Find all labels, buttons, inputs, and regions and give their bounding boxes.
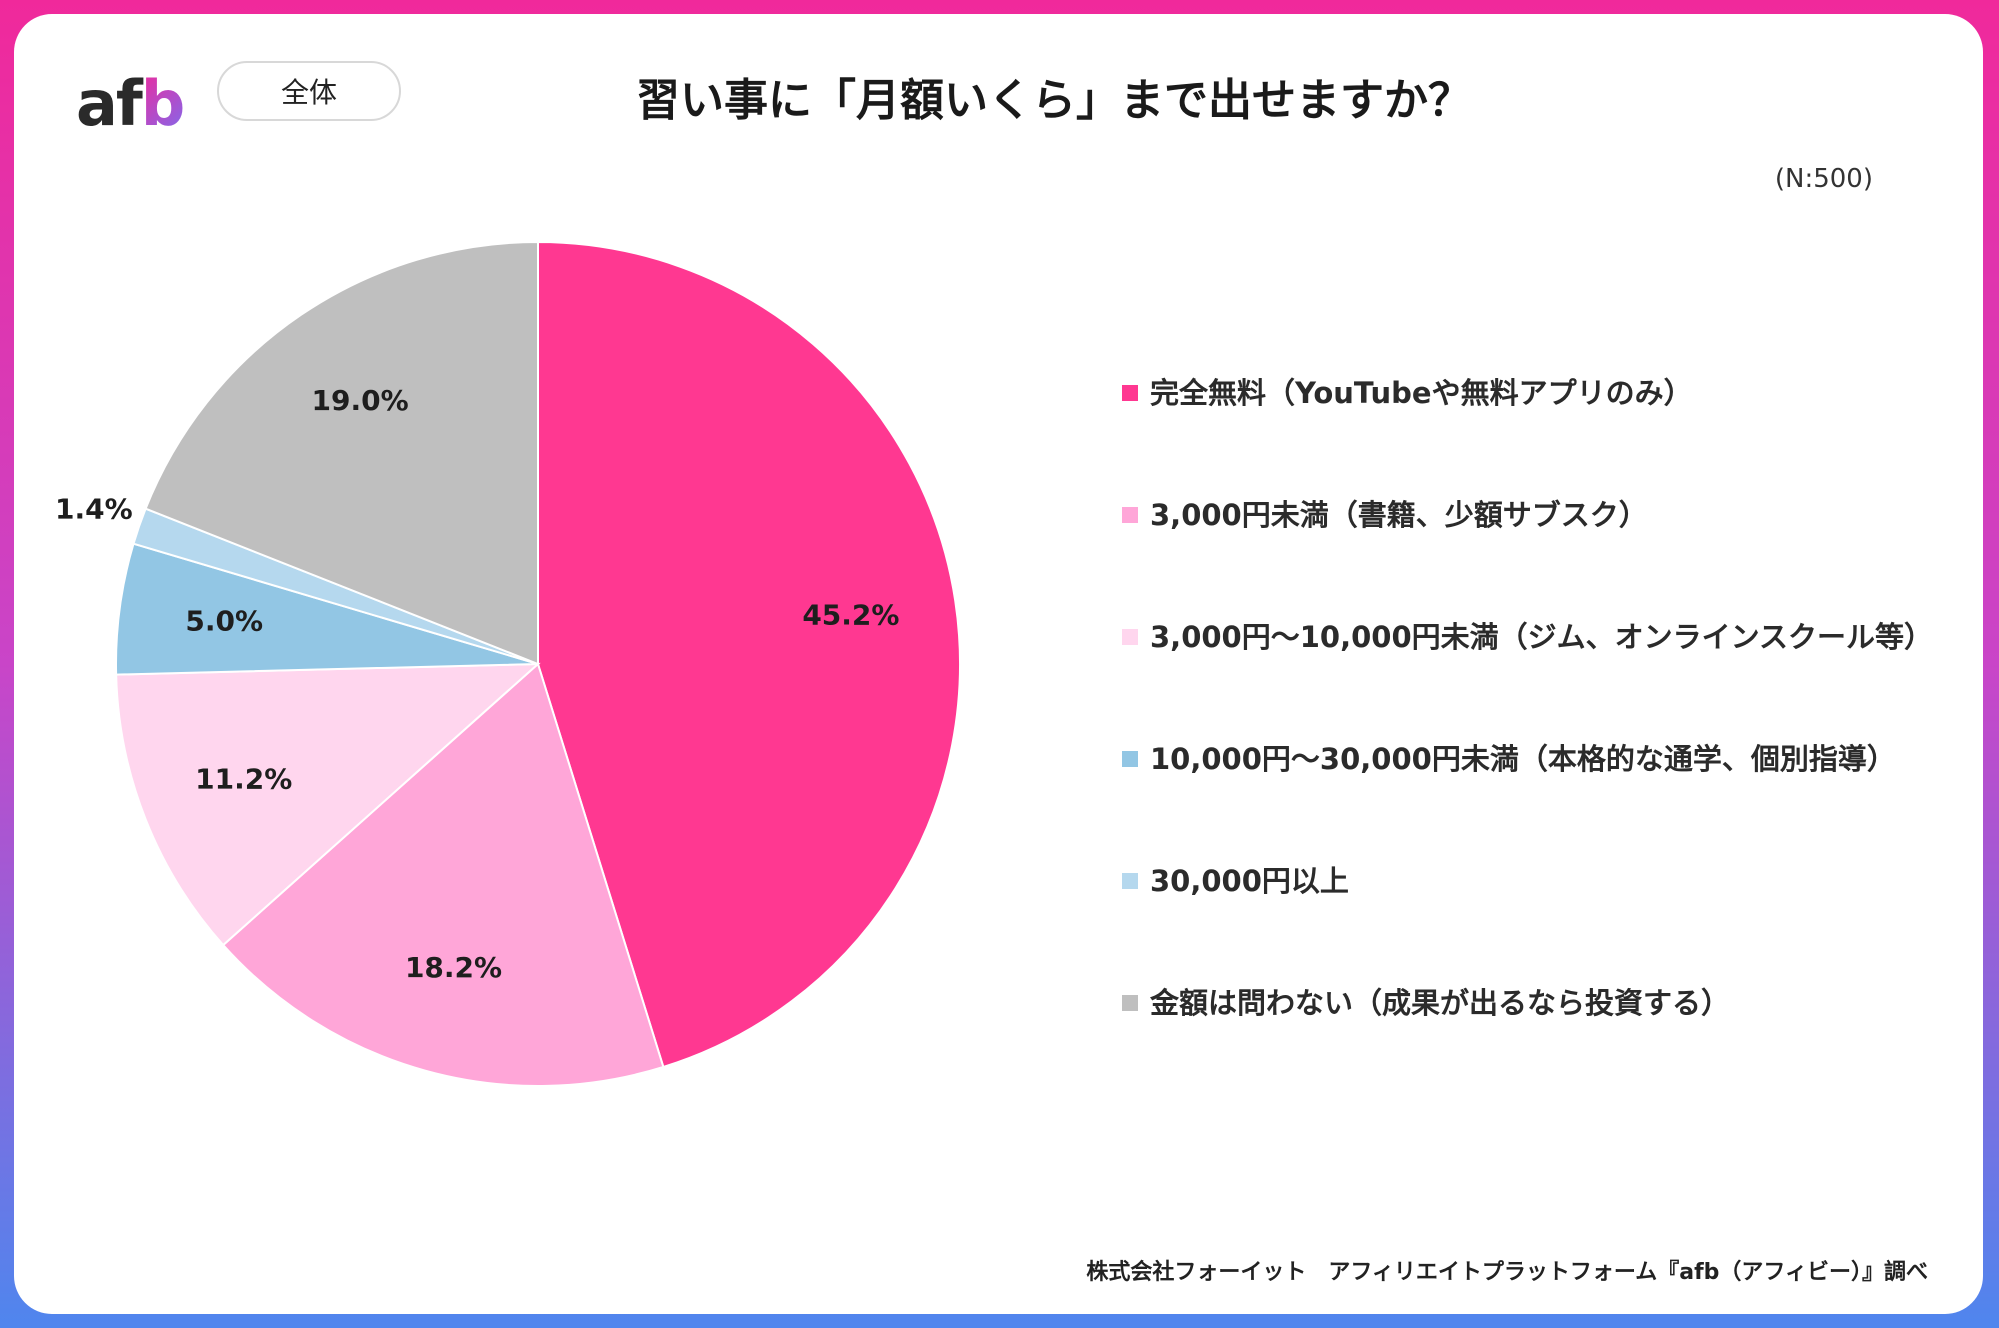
pie-slice [144, 240, 539, 666]
data-label: 19.0% [312, 384, 409, 417]
legend-item: 完全無料（YouTubeや無料アプリのみ） [1122, 369, 1972, 491]
afb-logo: afb [76, 64, 226, 144]
data-label: 45.2% [802, 598, 899, 631]
legend-swatch [1122, 385, 1138, 401]
chart-title: 習い事に「月額いくら」まで出せますか？ [636, 75, 1472, 126]
legend-swatch [1122, 507, 1138, 523]
pie-chart: 45.2% 18.2% 11.2% 5.0% 1.4% 19.0% [55, 240, 961, 1087]
legend-label: 金額は問わない（成果が出るなら投資する） [1150, 986, 1731, 1020]
logo-text: afb [76, 67, 185, 140]
pie-slice [115, 662, 541, 947]
pie-slice [221, 662, 665, 1087]
chart-legend: 完全無料（YouTubeや無料アプリのみ） 3,000円未満（書籍、少額サブスク）… [1122, 369, 1972, 1101]
data-label: 5.0% [185, 604, 263, 637]
data-label: 18.2% [405, 951, 502, 984]
legend-item: 10,000円～30,000円未満（本格的な通学、個別指導） [1122, 735, 1972, 857]
legend-item: 3,000円～10,000円未満（ジム、オンラインスクール等） [1122, 613, 1972, 735]
legend-label: 30,000円以上 [1150, 864, 1349, 898]
data-label: 1.4% [55, 492, 133, 525]
pie-slice [537, 240, 961, 1069]
legend-label: 3,000円未満（書籍、少額サブスク） [1150, 498, 1648, 532]
legend-swatch [1122, 751, 1138, 767]
legend-item: 30,000円以上 [1122, 857, 1972, 979]
legend-swatch [1122, 873, 1138, 889]
legend-swatch [1122, 629, 1138, 645]
data-label: 11.2% [195, 763, 292, 796]
legend-item: 金額は問わない（成果が出るなら投資する） [1122, 979, 1972, 1101]
legend-label: 完全無料（YouTubeや無料アプリのみ） [1150, 376, 1693, 410]
legend-swatch [1122, 995, 1138, 1011]
chart-card: afb 全体 習い事に「月額いくら」まで出せますか？ (N:500) 45.2%… [14, 14, 1983, 1314]
legend-label: 10,000円～30,000円未満（本格的な通学、個別指導） [1150, 742, 1896, 776]
sample-size: (N:500) [1774, 164, 1873, 194]
source-credit: 株式会社フォーイット アフィリエイトプラットフォーム『afb（アフィビー）』調べ [1086, 1260, 1928, 1285]
filter-pill[interactable]: 全体 [217, 61, 401, 121]
legend-item: 3,000円未満（書籍、少額サブスク） [1122, 491, 1972, 613]
legend-label: 3,000円～10,000円未満（ジム、オンラインスクール等） [1150, 620, 1934, 654]
